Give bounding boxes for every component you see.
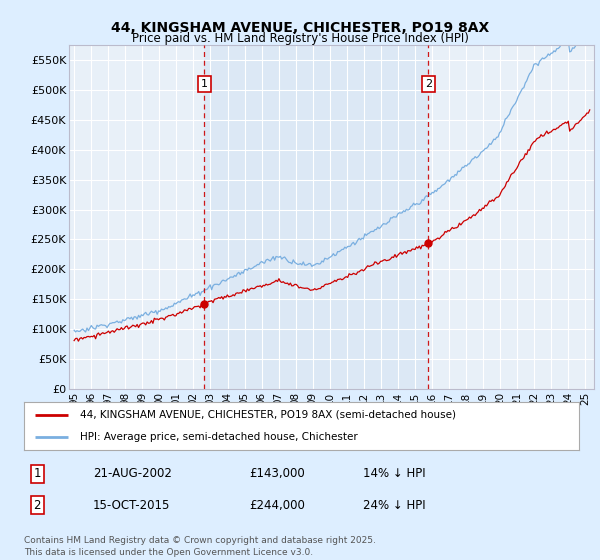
Text: 15-OCT-2015: 15-OCT-2015 [93,498,170,512]
Bar [205,45,428,389]
Text: £244,000: £244,000 [249,498,305,512]
Text: 44, KINGSHAM AVENUE, CHICHESTER, PO19 8AX: 44, KINGSHAM AVENUE, CHICHESTER, PO19 8A… [111,21,489,35]
Text: Price paid vs. HM Land Registry's House Price Index (HPI): Price paid vs. HM Land Registry's House … [131,32,469,45]
Text: 2: 2 [425,79,432,88]
Text: 44, KINGSHAM AVENUE, CHICHESTER, PO19 8AX (semi-detached house): 44, KINGSHAM AVENUE, CHICHESTER, PO19 8A… [79,410,455,420]
Text: 1: 1 [201,79,208,88]
Text: 24% ↓ HPI: 24% ↓ HPI [363,498,425,512]
Text: 1: 1 [34,467,41,480]
Text: 21-AUG-2002: 21-AUG-2002 [93,467,172,480]
Text: HPI: Average price, semi-detached house, Chichester: HPI: Average price, semi-detached house,… [79,432,357,442]
Text: Contains HM Land Registry data © Crown copyright and database right 2025.
This d: Contains HM Land Registry data © Crown c… [24,536,376,557]
Text: 2: 2 [34,498,41,512]
Text: £143,000: £143,000 [249,467,305,480]
Text: 14% ↓ HPI: 14% ↓ HPI [363,467,425,480]
